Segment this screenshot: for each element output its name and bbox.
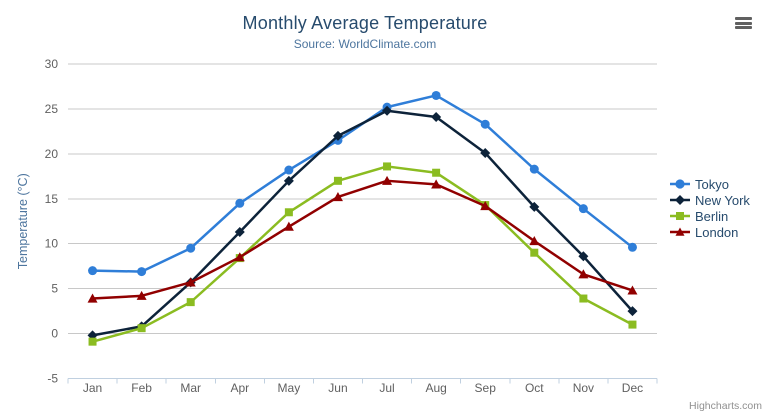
triangle-marker[interactable]: [87, 293, 98, 303]
x-axis-label: Sep: [475, 381, 497, 395]
diamond-marker[interactable]: [234, 227, 245, 238]
circle-marker[interactable]: [529, 164, 539, 174]
circle-marker[interactable]: [137, 267, 147, 277]
y-axis-label: 10: [45, 237, 59, 251]
diamond-legend-icon: [670, 195, 690, 205]
y-axis-label: 5: [51, 282, 58, 296]
legend-item-new-york[interactable]: New York: [669, 192, 750, 208]
triangle-legend-icon: [670, 227, 690, 236]
diamond-marker[interactable]: [332, 130, 343, 141]
x-axis-label: Dec: [622, 381, 643, 395]
y-axis-label: 25: [45, 102, 59, 116]
diamond-marker[interactable]: [480, 147, 491, 158]
triangle-marker[interactable]: [136, 290, 147, 300]
series-tokyo: [88, 90, 637, 277]
circle-marker[interactable]: [480, 119, 490, 129]
chart-subtitle: Source: WorldClimate.com: [293, 37, 437, 51]
square-marker[interactable]: [284, 208, 293, 217]
hamburger-icon: [735, 26, 752, 29]
x-axis-label: Mar: [180, 381, 201, 395]
square-marker[interactable]: [530, 248, 539, 257]
x-axis-label: Aug: [425, 381, 446, 395]
square-marker[interactable]: [186, 298, 195, 307]
y-axis-label: 20: [45, 147, 59, 161]
legend-item-london[interactable]: London: [669, 224, 750, 240]
circle-marker[interactable]: [431, 90, 441, 100]
legend-label: Berlin: [695, 208, 729, 224]
y-axis-label: 15: [45, 192, 59, 206]
export-menu-button[interactable]: [735, 16, 752, 30]
circle-legend-icon: [670, 179, 690, 189]
square-marker: [676, 212, 684, 220]
x-axis-label: Jul: [379, 381, 394, 395]
legend-label: New York: [695, 192, 750, 208]
x-axis-label: Jan: [83, 381, 102, 395]
circle-marker[interactable]: [284, 165, 294, 175]
credits-link[interactable]: Highcharts.com: [689, 400, 762, 412]
square-legend-icon: [670, 212, 690, 220]
triangle-marker[interactable]: [185, 277, 196, 287]
triangle-marker[interactable]: [529, 236, 540, 246]
square-marker[interactable]: [628, 320, 637, 329]
series-london-line[interactable]: [91, 179, 634, 300]
series-tokyo-line[interactable]: [91, 94, 634, 273]
hamburger-icon: [735, 21, 752, 25]
circle-marker[interactable]: [235, 198, 245, 208]
diamond-marker[interactable]: [382, 105, 393, 116]
y-axis-title: Temperature (°C): [16, 173, 30, 269]
triangle-marker[interactable]: [283, 221, 294, 231]
y-axis-label: -5: [47, 372, 58, 386]
square-marker[interactable]: [333, 176, 342, 185]
triangle-marker[interactable]: [431, 179, 442, 189]
series-new-york-line[interactable]: [91, 109, 634, 337]
diamond-marker[interactable]: [431, 112, 442, 123]
y-axis-label: 0: [51, 327, 58, 341]
circle-marker: [675, 179, 685, 189]
triangle-marker[interactable]: [382, 175, 393, 185]
series-new-york: [87, 105, 638, 341]
square-marker[interactable]: [383, 162, 392, 171]
diamond-marker[interactable]: [627, 306, 638, 317]
y-axis-label: 30: [45, 57, 59, 71]
triangle-marker[interactable]: [234, 252, 245, 262]
x-axis-label: Feb: [131, 381, 152, 395]
circle-marker[interactable]: [186, 243, 196, 253]
triangle-marker[interactable]: [480, 200, 491, 211]
series-berlin-line[interactable]: [91, 165, 634, 343]
legend-label: Tokyo: [695, 176, 729, 192]
x-axis-label: Nov: [573, 381, 594, 395]
x-axis-label: May: [278, 381, 301, 395]
diamond-marker: [675, 195, 685, 205]
square-marker[interactable]: [432, 168, 441, 177]
triangle-marker[interactable]: [578, 269, 589, 279]
diamond-marker[interactable]: [578, 251, 589, 262]
triangle-marker: [675, 227, 685, 236]
chart-title: Monthly Average Temperature: [242, 13, 488, 33]
legend: Tokyo New York Berlin London: [669, 176, 750, 240]
series-london: [87, 175, 638, 303]
triangle-marker[interactable]: [332, 191, 343, 202]
circle-marker[interactable]: [88, 266, 98, 276]
square-marker[interactable]: [579, 294, 588, 303]
circle-marker[interactable]: [578, 204, 588, 214]
diamond-marker[interactable]: [283, 175, 294, 186]
hamburger-icon: [735, 17, 752, 20]
x-axis-label: Jun: [328, 381, 347, 395]
square-marker[interactable]: [88, 337, 97, 346]
x-axis-label: Oct: [525, 381, 544, 395]
x-axis-label: Apr: [230, 381, 249, 395]
legend-label: London: [695, 224, 739, 240]
legend-item-tokyo[interactable]: Tokyo: [669, 176, 750, 192]
square-marker[interactable]: [137, 324, 146, 333]
diamond-marker[interactable]: [529, 201, 540, 212]
circle-marker[interactable]: [627, 242, 637, 252]
legend-item-berlin[interactable]: Berlin: [669, 208, 750, 224]
triangle-marker[interactable]: [627, 285, 638, 295]
